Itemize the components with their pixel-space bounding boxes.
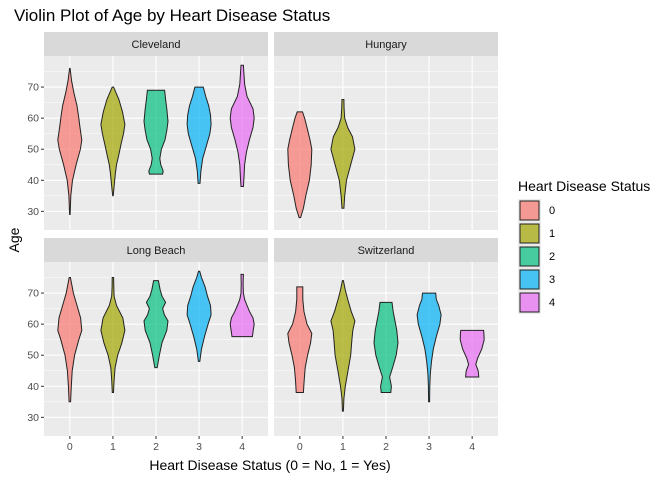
facet-strip	[274, 238, 498, 262]
legend-label-3: 3	[549, 274, 555, 286]
y-tick-label: 70	[27, 82, 39, 94]
violin-long-beach-status-2	[143, 280, 169, 369]
y-axis-title: Age	[6, 227, 22, 252]
y-tick-label: 60	[27, 113, 39, 125]
facet-strip-label: Cleveland	[132, 39, 181, 51]
facet-strip-label: Switzerland	[358, 245, 415, 257]
legend-label-0: 0	[549, 205, 555, 217]
violin-hungary-status-1	[330, 99, 356, 209]
facet-strip	[274, 32, 498, 56]
legend-label-2: 2	[549, 251, 555, 263]
legend-title: Heart Disease Status	[518, 178, 650, 194]
violin-switzerland-status-0	[287, 286, 313, 393]
facet-strip	[44, 238, 268, 262]
legend-label-4: 4	[549, 297, 555, 309]
violin-switzerland-status-3	[416, 292, 442, 403]
violin-switzerland-status-4	[459, 329, 485, 378]
x-tick-label: 4	[469, 441, 475, 453]
violin-switzerland-status-1	[330, 280, 356, 412]
y-tick-label: 30	[27, 206, 39, 218]
x-tick-label: 0	[297, 441, 303, 453]
violin-long-beach-status-3	[186, 270, 212, 362]
y-tick-label: 50	[27, 144, 39, 156]
y-tick-label: 60	[27, 319, 39, 331]
facet-panel-cleveland: Cleveland 30 40 50 60 70	[27, 32, 268, 230]
facet-strip-label: Long Beach	[127, 245, 186, 257]
violin-switzerland-status-2	[373, 301, 399, 393]
y-tick-label: 40	[27, 175, 39, 187]
y-tick-label: 40	[27, 381, 39, 393]
legend-swatch-1	[519, 223, 540, 244]
y-tick-label: 30	[27, 412, 39, 424]
facet-strip	[44, 32, 268, 56]
violin-cleveland-status-4	[229, 64, 255, 187]
legend-label-1: 1	[549, 228, 555, 240]
facet-strip-label: Hungary	[365, 39, 407, 51]
facet-panel-long-beach: Long Beach 30 40 50 60 70 0 1 2 3 4	[27, 238, 268, 453]
legend-swatch-2	[519, 246, 540, 267]
violin-long-beach-status-4	[229, 273, 255, 338]
x-tick-label: 2	[383, 441, 389, 453]
violin-cleveland-status-3	[186, 86, 212, 184]
x-tick-label: 3	[426, 441, 432, 453]
legend-swatch-0	[519, 200, 540, 221]
y-tick-label: 70	[27, 288, 39, 300]
violin-hungary-status-0	[287, 111, 313, 219]
x-axis-title: Heart Disease Status (0 = No, 1 = Yes)	[149, 457, 390, 473]
legend-swatch-4	[519, 292, 540, 313]
y-tick-label: 50	[27, 350, 39, 362]
x-tick-label: 0	[67, 441, 73, 453]
violin-cleveland-status-0	[57, 67, 83, 215]
x-tick-label: 2	[153, 441, 159, 453]
legend: Heart Disease Status 0 1 2 3 4	[518, 178, 650, 314]
facet-panel-hungary: Hungary	[274, 32, 498, 230]
violin-cleveland-status-1	[100, 86, 126, 197]
violin-long-beach-status-1	[100, 277, 126, 393]
x-tick-label: 4	[239, 441, 245, 453]
x-tick-label: 1	[110, 441, 116, 453]
violin-cleveland-status-2	[143, 89, 169, 175]
legend-swatch-3	[519, 269, 540, 290]
x-tick-label: 1	[340, 441, 346, 453]
facet-panel-switzerland: Switzerland 0 1 2 3 4	[274, 238, 498, 453]
violin-long-beach-status-0	[57, 277, 83, 403]
chart-title: Violin Plot of Age by Heart Disease Stat…	[14, 6, 330, 25]
x-tick-label: 3	[196, 441, 202, 453]
